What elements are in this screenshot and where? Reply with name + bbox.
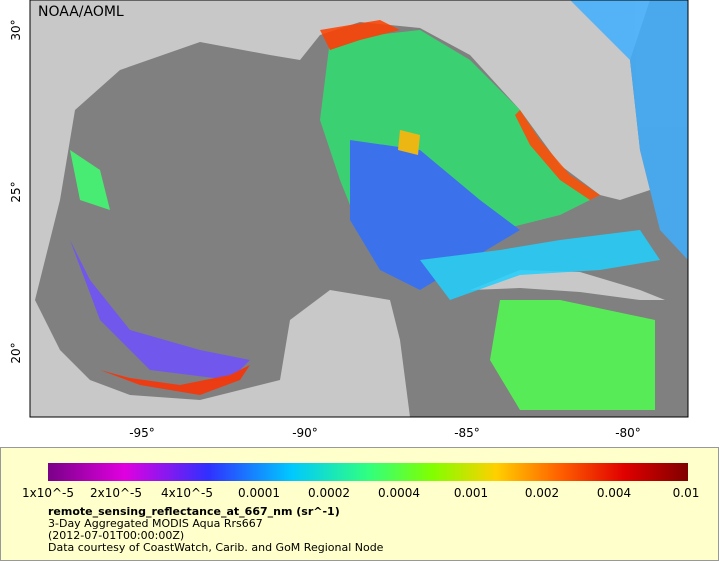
colorbar-label: 0.0002 [308, 486, 350, 500]
map-frame [29, 0, 689, 418]
lon-label: -95° [129, 426, 155, 440]
colorbar-label: 0.001 [454, 486, 488, 500]
lat-label: 20° [9, 342, 23, 363]
colorbar-label: 0.004 [597, 486, 631, 500]
lon-label: -85° [454, 426, 480, 440]
lon-label: -80° [615, 426, 641, 440]
lat-label: 25° [9, 181, 23, 202]
caption-line: (2012-07-01T00:00:00Z) [48, 529, 184, 542]
colorbar-label: 2x10^-5 [90, 486, 142, 500]
reflectance-field [70, 0, 688, 410]
colorbar-label: 0.0004 [378, 486, 420, 500]
colorbar-label: 4x10^-5 [161, 486, 213, 500]
credit: NOAA/AOML [38, 4, 124, 20]
colorbar [48, 463, 688, 481]
colorbar-labels: 1x10^-5 2x10^-5 4x10^-5 0.0001 0.0002 0.0004 0… [22, 486, 699, 500]
lat-labels: 30° 25° 20° [9, 19, 23, 363]
cuba [470, 270, 665, 300]
lon-label: -90° [292, 426, 318, 440]
colorbar-label: 0.01 [673, 486, 700, 500]
caption-variable: remote_sensing_reflectance_at_667_nm (sr… [48, 505, 340, 518]
lat-label: 30° [9, 19, 23, 40]
colorbar-label: 0.0001 [238, 486, 280, 500]
colorbar-label: 1x10^-5 [22, 486, 74, 500]
map: NOAA/AOML [30, 0, 688, 417]
lon-labels: -95° -90° -85° -80° [129, 426, 641, 440]
caption-line: Data courtesy of CoastWatch, Carib. and … [48, 541, 384, 554]
caption-line: 3-Day Aggregated MODIS Aqua Rrs667 [48, 517, 263, 530]
colorbar-label: 0.002 [525, 486, 559, 500]
